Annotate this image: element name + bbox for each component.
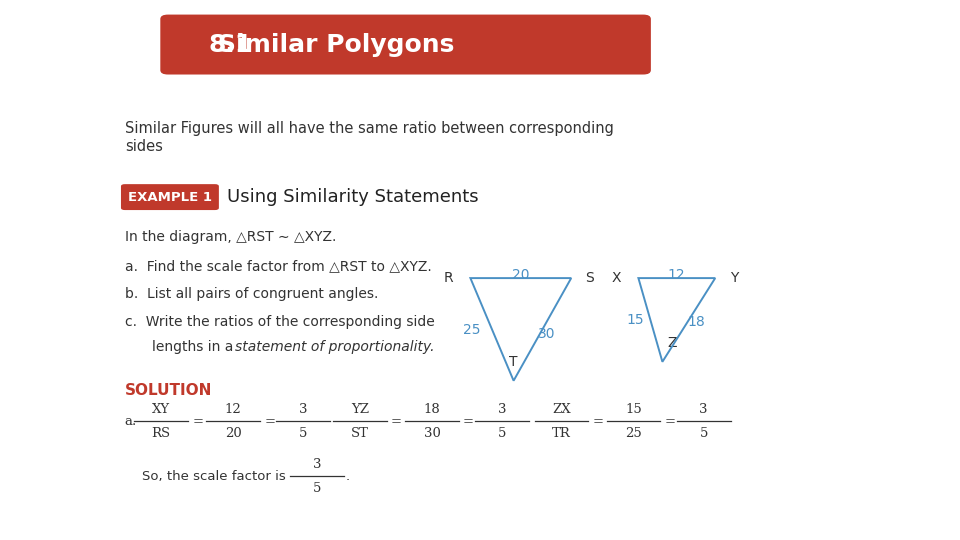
Text: Z: Z: [667, 336, 677, 350]
Text: .: .: [346, 470, 349, 483]
Text: c.  Write the ratios of the corresponding side: c. Write the ratios of the corresponding…: [125, 315, 435, 329]
Text: =: =: [664, 415, 676, 428]
Text: 15: 15: [625, 403, 642, 416]
Text: =: =: [391, 415, 402, 428]
Text: =: =: [192, 415, 204, 428]
Text: 18: 18: [687, 315, 705, 329]
Text: 15: 15: [627, 313, 644, 327]
FancyBboxPatch shape: [121, 184, 219, 210]
Text: SOLUTION: SOLUTION: [125, 383, 212, 399]
Text: 3: 3: [498, 403, 506, 416]
Text: XY: XY: [153, 403, 170, 416]
Text: lengths in a: lengths in a: [152, 340, 237, 354]
Text: ZX: ZX: [552, 403, 571, 416]
Text: b.  List all pairs of congruent angles.: b. List all pairs of congruent angles.: [125, 287, 378, 301]
Text: =: =: [463, 415, 474, 428]
Text: 5: 5: [313, 482, 321, 495]
FancyBboxPatch shape: [160, 15, 651, 75]
Text: statement of proportionality.: statement of proportionality.: [235, 340, 435, 354]
Text: R: R: [444, 271, 453, 285]
Text: S: S: [586, 271, 594, 285]
Text: 30: 30: [423, 427, 441, 440]
Text: 3: 3: [313, 458, 321, 471]
Text: So, the scale factor is: So, the scale factor is: [142, 470, 286, 483]
Text: 3: 3: [300, 403, 307, 416]
Text: In the diagram, △RST ∼ △XYZ.: In the diagram, △RST ∼ △XYZ.: [125, 230, 336, 244]
Text: 20: 20: [225, 427, 242, 440]
Text: Using Similarity Statements: Using Similarity Statements: [227, 188, 478, 206]
Text: 20: 20: [512, 268, 529, 282]
Text: a.  Find the scale factor from △RST to △XYZ.: a. Find the scale factor from △RST to △X…: [125, 259, 432, 273]
Text: RS: RS: [152, 427, 171, 440]
Text: T: T: [510, 355, 517, 369]
Text: YZ: YZ: [351, 403, 369, 416]
Text: 12: 12: [225, 403, 242, 416]
Text: =: =: [264, 415, 276, 428]
Text: Similar Figures will all have the same ratio between corresponding
sides: Similar Figures will all have the same r…: [125, 122, 613, 154]
Text: 25: 25: [625, 427, 642, 440]
Text: ST: ST: [351, 427, 369, 440]
Text: X: X: [612, 271, 621, 285]
Text: 3: 3: [700, 403, 708, 416]
Text: 5: 5: [300, 427, 307, 440]
Text: 25: 25: [463, 323, 480, 338]
Text: TR: TR: [552, 427, 571, 440]
Text: =: =: [592, 415, 604, 428]
Text: 8.1: 8.1: [208, 32, 252, 57]
Text: Similar Polygons: Similar Polygons: [218, 32, 454, 57]
Text: 18: 18: [423, 403, 441, 416]
Text: 5: 5: [498, 427, 506, 440]
Text: a.: a.: [125, 415, 137, 428]
Text: 30: 30: [538, 327, 555, 341]
Text: Y: Y: [730, 271, 738, 285]
Text: 5: 5: [700, 427, 708, 440]
Text: 12: 12: [667, 268, 684, 282]
Text: EXAMPLE 1: EXAMPLE 1: [128, 191, 212, 204]
